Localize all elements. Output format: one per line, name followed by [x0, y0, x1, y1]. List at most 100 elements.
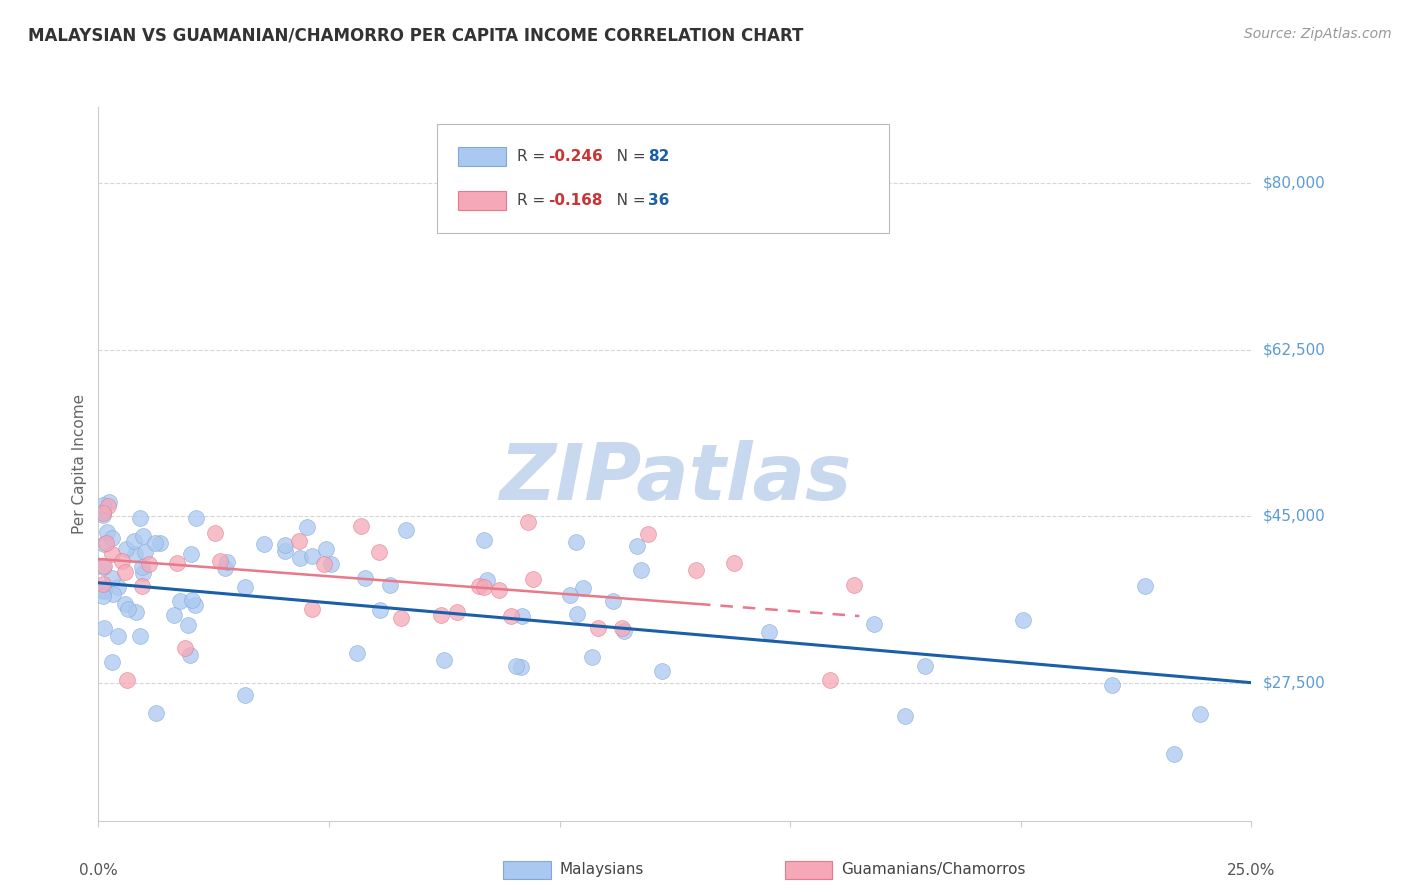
Point [93, 621, 115, 635]
Text: -0.168: -0.168 [548, 193, 603, 208]
Point [637, 526, 659, 541]
Text: Malaysians: Malaysians [560, 863, 644, 877]
Point [93, 558, 115, 573]
Point [91, 590, 114, 604]
Text: 0.0%: 0.0% [79, 863, 118, 879]
Point [380, 578, 402, 592]
Text: $80,000: $80,000 [1263, 176, 1326, 191]
Point [758, 625, 780, 640]
Point [723, 556, 745, 570]
Point [349, 519, 371, 533]
Point [433, 653, 456, 667]
Point [128, 511, 150, 525]
Point [818, 673, 841, 687]
Point [132, 566, 155, 580]
Point [1189, 707, 1212, 722]
Text: ZIPatlas: ZIPatlas [499, 440, 851, 516]
Point [233, 580, 256, 594]
Point [1012, 614, 1035, 628]
Point [217, 555, 239, 569]
Text: Source: ZipAtlas.com: Source: ZipAtlas.com [1244, 27, 1392, 41]
Text: R =: R = [517, 149, 551, 164]
Text: Guamanians/Chamorros: Guamanians/Chamorros [841, 863, 1025, 877]
Point [295, 520, 318, 534]
Point [97, 495, 120, 509]
Point [100, 655, 122, 669]
Text: -0.246: -0.246 [548, 149, 603, 164]
Point [844, 578, 866, 592]
Point [430, 608, 453, 623]
Text: 25.0%: 25.0% [1227, 863, 1275, 879]
Point [96, 525, 118, 540]
Text: N =: N = [602, 193, 650, 208]
Point [1163, 747, 1185, 761]
Point [111, 554, 134, 568]
Point [651, 664, 673, 678]
Point [204, 526, 226, 541]
Point [93, 536, 115, 550]
Point [315, 541, 337, 556]
Text: MALAYSIAN VS GUAMANIAN/CHAMORRO PER CAPITA INCOME CORRELATION CHART: MALAYSIAN VS GUAMANIAN/CHAMORRO PER CAPI… [28, 27, 803, 45]
Point [389, 611, 412, 625]
Point [149, 536, 172, 550]
Point [179, 648, 201, 662]
Point [107, 629, 129, 643]
Point [472, 533, 495, 548]
Point [181, 593, 204, 607]
Point [253, 537, 276, 551]
Point [488, 582, 510, 597]
Point [214, 561, 236, 575]
Point [131, 560, 153, 574]
Point [103, 587, 125, 601]
Point [472, 580, 495, 594]
Point [301, 549, 323, 563]
Text: 36: 36 [648, 193, 669, 208]
Point [134, 544, 156, 558]
Point [468, 579, 491, 593]
Point [208, 554, 231, 568]
Point [1101, 678, 1123, 692]
Point [475, 573, 498, 587]
Point [117, 601, 139, 615]
Text: $62,500: $62,500 [1263, 343, 1326, 357]
Point [346, 646, 368, 660]
Point [353, 571, 375, 585]
Text: $27,500: $27,500 [1263, 675, 1326, 690]
Point [169, 593, 191, 607]
Point [132, 529, 155, 543]
Point [166, 556, 188, 570]
Point [301, 601, 323, 615]
Point [685, 564, 707, 578]
Point [602, 594, 624, 608]
Text: N =: N = [602, 149, 650, 164]
Point [522, 572, 544, 586]
Point [124, 547, 146, 561]
Point [288, 534, 311, 549]
Point [91, 583, 114, 598]
Point [367, 545, 389, 559]
Point [510, 609, 533, 624]
Point [505, 659, 527, 673]
Text: $45,000: $45,000 [1263, 508, 1326, 524]
Point [581, 650, 603, 665]
Point [273, 543, 295, 558]
Point [509, 660, 531, 674]
Point [368, 603, 391, 617]
Point [184, 599, 207, 613]
Point [586, 621, 609, 635]
Point [131, 579, 153, 593]
Point [499, 608, 522, 623]
Point [1133, 579, 1156, 593]
Point [626, 539, 648, 553]
Point [138, 557, 160, 571]
Point [114, 597, 136, 611]
Point [91, 504, 114, 518]
Y-axis label: Per Capita Income: Per Capita Income [72, 393, 87, 534]
Point [125, 605, 148, 619]
Point [314, 558, 336, 572]
Point [143, 535, 166, 549]
Point [115, 541, 138, 556]
Point [894, 709, 917, 723]
Point [91, 560, 114, 574]
Point [610, 621, 633, 635]
